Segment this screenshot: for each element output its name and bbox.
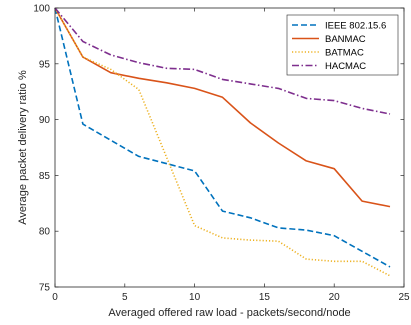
series-layer <box>54 7 391 277</box>
x-tick-label: 5 <box>122 292 128 303</box>
series-line-ieee-802-15-6 <box>54 7 391 268</box>
legend-label: IEEE 802.15.6 <box>325 21 386 32</box>
y-tick-label: 85 <box>39 171 51 182</box>
y-tick-label: 80 <box>39 227 51 238</box>
legend-label: HACMAC <box>325 61 366 72</box>
tick-layer: 0 5 10 15 20 25 75 80 85 90 95 100 <box>33 4 410 304</box>
series-line-banmac <box>54 7 391 208</box>
legend-label: BANMAC <box>325 34 366 45</box>
x-tick-label: 10 <box>189 292 201 303</box>
legend-label: BATMAC <box>325 48 364 59</box>
x-tick-label: 0 <box>52 292 58 303</box>
legend: IEEE 802.15.6 BANMAC BATMAC HACMAC <box>286 14 399 76</box>
y-tick-label: 95 <box>39 59 51 70</box>
y-axis-label: Average packet delivery ratio % <box>17 70 29 225</box>
x-tick-label: 25 <box>398 292 410 303</box>
x-axis-label: Averaged offered raw load - packets/seco… <box>108 307 350 319</box>
x-tick-label: 20 <box>329 292 341 303</box>
x-tick-label: 15 <box>259 292 271 303</box>
series-line-hacmac <box>54 7 391 115</box>
y-tick-label: 100 <box>33 4 50 15</box>
legend-items: IEEE 802.15.6 BANMAC BATMAC HACMAC <box>292 21 386 72</box>
y-tick-label: 75 <box>39 283 51 294</box>
y-tick-label: 90 <box>39 115 51 126</box>
